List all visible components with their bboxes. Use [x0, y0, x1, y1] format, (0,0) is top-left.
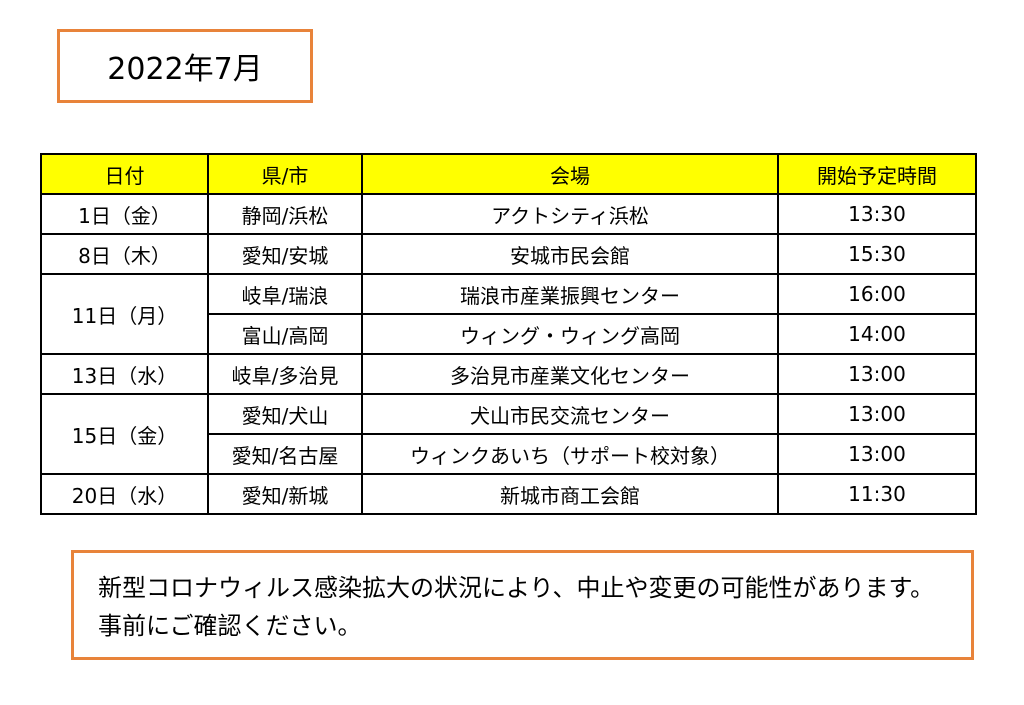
table-row: 20日（水） 愛知/新城 新城市商工会館 11:30	[40, 473, 977, 515]
date-cell: 1日（金）	[40, 193, 209, 235]
notice-text: 新型コロナウィルス感染拡大の状況により、中止や変更の可能性があります。事前にご確…	[98, 574, 935, 640]
header-time: 開始予定時間	[777, 153, 977, 195]
date-cell: 11日（月）	[40, 273, 209, 355]
date-cell: 13日（水）	[40, 353, 209, 395]
header-venue: 会場	[361, 153, 779, 195]
pref-cell: 愛知/名古屋	[207, 433, 363, 475]
time-cell: 14:00	[777, 313, 977, 355]
date-cell: 8日（木）	[40, 233, 209, 275]
pref-cell: 愛知/新城	[207, 473, 363, 515]
date-cell: 15日（金）	[40, 393, 209, 475]
venue-cell: ウィンクあいち（サポート校対象）	[361, 433, 779, 475]
pref-cell: 愛知/安城	[207, 233, 363, 275]
pref-cell: 岐阜/多治見	[207, 353, 363, 395]
table-row: 1日（金） 静岡/浜松 アクトシティ浜松 13:30	[40, 193, 977, 235]
month-title: 2022年7月	[107, 52, 263, 87]
time-cell: 13:00	[777, 393, 977, 435]
header-pref: 県/市	[207, 153, 363, 195]
venue-cell: アクトシティ浜松	[361, 193, 779, 235]
table-row: 富山/高岡 ウィング・ウィング高岡 14:00	[41, 313, 977, 355]
pref-cell: 愛知/犬山	[207, 393, 363, 435]
table-row: 15日（金） 愛知/犬山 犬山市民交流センター 13:00	[40, 393, 977, 475]
table-header-row: 日付 県/市 会場 開始予定時間	[40, 153, 977, 195]
table-row: 13日（水） 岐阜/多治見 多治見市産業文化センター 13:00	[40, 353, 977, 395]
schedule-table: 日付 県/市 会場 開始予定時間 1日（金） 静岡/浜松 アクトシティ浜松 13…	[40, 153, 977, 515]
notice-box: 新型コロナウィルス感染拡大の状況により、中止や変更の可能性があります。事前にご確…	[71, 550, 974, 660]
time-cell: 16:00	[777, 273, 977, 315]
time-cell: 13:30	[777, 193, 977, 235]
time-cell: 13:00	[777, 353, 977, 395]
time-cell: 15:30	[777, 233, 977, 275]
venue-cell: 新城市商工会館	[361, 473, 779, 515]
pref-cell: 岐阜/瑞浪	[207, 273, 363, 315]
pref-cell: 富山/高岡	[207, 313, 363, 355]
table-row: 11日（月） 岐阜/瑞浪 瑞浪市産業振興センター 16:00	[40, 273, 977, 355]
table-row: 愛知/名古屋 ウィンクあいち（サポート校対象） 13:00	[41, 433, 977, 475]
header-date: 日付	[40, 153, 209, 195]
time-cell: 11:30	[777, 473, 977, 515]
venue-cell: 安城市民会館	[361, 233, 779, 275]
table-row: 8日（木） 愛知/安城 安城市民会館 15:30	[40, 233, 977, 275]
month-title-box: 2022年7月	[57, 29, 313, 103]
date-cell: 20日（水）	[40, 473, 209, 515]
time-cell: 13:00	[777, 433, 977, 475]
venue-cell: 多治見市産業文化センター	[361, 353, 779, 395]
venue-cell: 犬山市民交流センター	[361, 393, 779, 435]
venue-cell: 瑞浪市産業振興センター	[361, 273, 779, 315]
venue-cell: ウィング・ウィング高岡	[361, 313, 779, 355]
pref-cell: 静岡/浜松	[207, 193, 363, 235]
